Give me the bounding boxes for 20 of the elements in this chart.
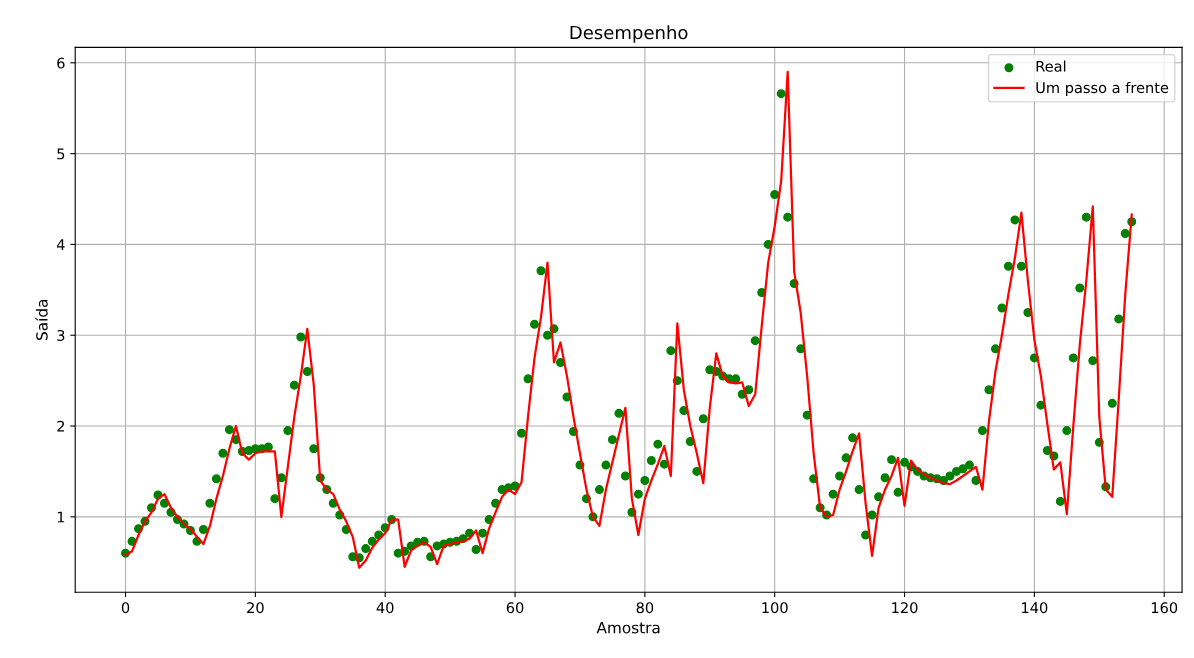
x-tick-label: 60 [506,602,524,614]
x-tick-label: 100 [762,602,788,614]
x-axis-title: Amostra [596,622,660,634]
x-tick-label: 160 [1151,602,1178,614]
chart-title: Desempenho [570,25,688,43]
y-tick-label: 6 [57,57,65,69]
y-tick-label: 3 [57,329,65,341]
y-tick-label: 5 [57,148,65,160]
y-tick-label: 2 [57,420,65,432]
x-tick-label: 0 [121,602,130,614]
y-axis-title: Saída [35,299,48,340]
x-tick-label: 140 [1022,602,1048,614]
x-tick-label: 20 [247,602,264,614]
legend-label: Real [1036,60,1066,72]
x-tick-label: 40 [376,602,394,614]
x-tick-label: 120 [892,602,918,614]
y-tick-label: 4 [56,239,65,250]
y-tick-label: 1 [57,511,65,523]
legend-label: Um passo a frente [1036,81,1169,97]
x-tick-label: 80 [636,602,654,614]
